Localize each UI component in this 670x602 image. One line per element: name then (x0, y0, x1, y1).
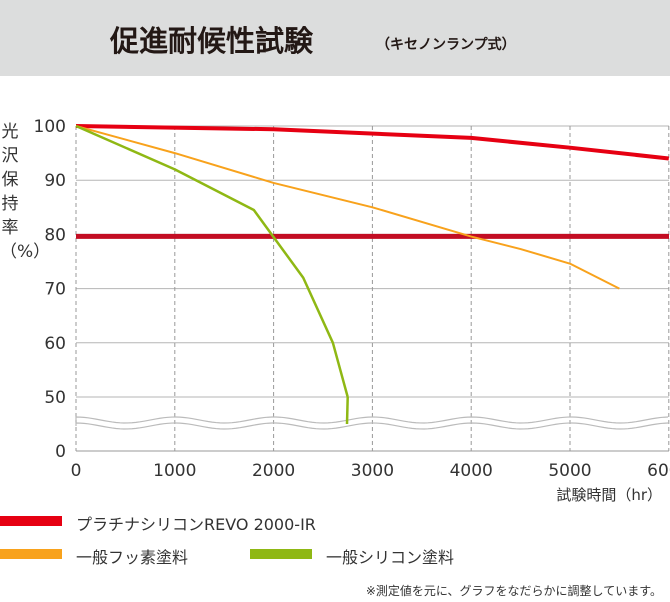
series-line-0 (75, 124, 670, 161)
x-tick-label: 4000 (450, 461, 493, 481)
y-tick-label: 80 (44, 225, 66, 245)
x-axis-label: 試験時間（hr） (556, 486, 662, 504)
series-line-1 (75, 125, 620, 290)
x-tick-label: 1000 (153, 461, 196, 481)
x-tick-label: 6000 (647, 461, 670, 481)
y-tick-label: 60 (44, 334, 66, 354)
y-tick-label: 100 (34, 117, 66, 137)
legend-swatch-silicone (250, 549, 312, 559)
y-tick-label: 70 (44, 280, 66, 300)
x-tick-label: 2000 (252, 461, 295, 481)
legend-label-revo: プラチナシリコンREVO 2000-IR (76, 515, 316, 534)
legend-swatch-revo (0, 516, 62, 526)
y-tick-label: 50 (44, 388, 66, 408)
y-tick-label: 90 (44, 171, 66, 191)
y-tick-label: 0 (55, 442, 66, 462)
legend-swatch-fluorine (0, 549, 62, 559)
series-line-2-tail (345, 396, 349, 425)
legend-label-silicone: 一般シリコン塗料 (326, 548, 455, 567)
footnote: ※測定値を元に、グラフをなだらかに調整しています。 (365, 584, 662, 598)
header-bar: 促進耐候性試験 （キセノンランプ式） (0, 0, 670, 76)
chart-title: 促進耐候性試験 (110, 24, 314, 58)
x-tick-label: 5000 (548, 461, 591, 481)
chart-subtitle: （キセノンランプ式） (376, 37, 516, 53)
axis-break-wave (75, 416, 669, 430)
series-line-2 (75, 124, 349, 398)
x-tick-label: 0 (71, 461, 82, 481)
legend-label-fluorine: 一般フッ素塗料 (76, 548, 189, 567)
x-tick-label: 3000 (351, 461, 394, 481)
